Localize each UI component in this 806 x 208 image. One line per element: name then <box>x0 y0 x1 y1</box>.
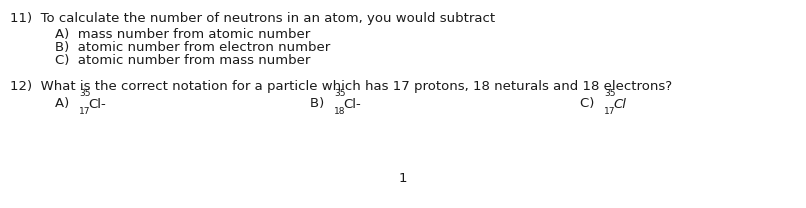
Text: 18: 18 <box>334 107 346 116</box>
Text: 17: 17 <box>79 107 90 116</box>
Text: Cl: Cl <box>613 98 626 110</box>
Text: C)  atomic number from mass number: C) atomic number from mass number <box>55 54 310 67</box>
Text: 11)  To calculate the number of neutrons in an atom, you would subtract: 11) To calculate the number of neutrons … <box>10 12 495 25</box>
Text: B): B) <box>310 98 329 110</box>
Text: 35: 35 <box>604 89 616 98</box>
Text: B)  atomic number from electron number: B) atomic number from electron number <box>55 41 330 54</box>
Text: 35: 35 <box>79 89 90 98</box>
Text: Cl-: Cl- <box>343 98 361 110</box>
Text: 1: 1 <box>399 172 407 185</box>
Text: A)  mass number from atomic number: A) mass number from atomic number <box>55 28 310 41</box>
Text: 35: 35 <box>334 89 346 98</box>
Text: Cl-: Cl- <box>88 98 106 110</box>
Text: 12)  What is the correct notation for a particle which has 17 protons, 18 netura: 12) What is the correct notation for a p… <box>10 80 672 93</box>
Text: A): A) <box>55 98 73 110</box>
Text: 17: 17 <box>604 107 616 116</box>
Text: C): C) <box>580 98 599 110</box>
